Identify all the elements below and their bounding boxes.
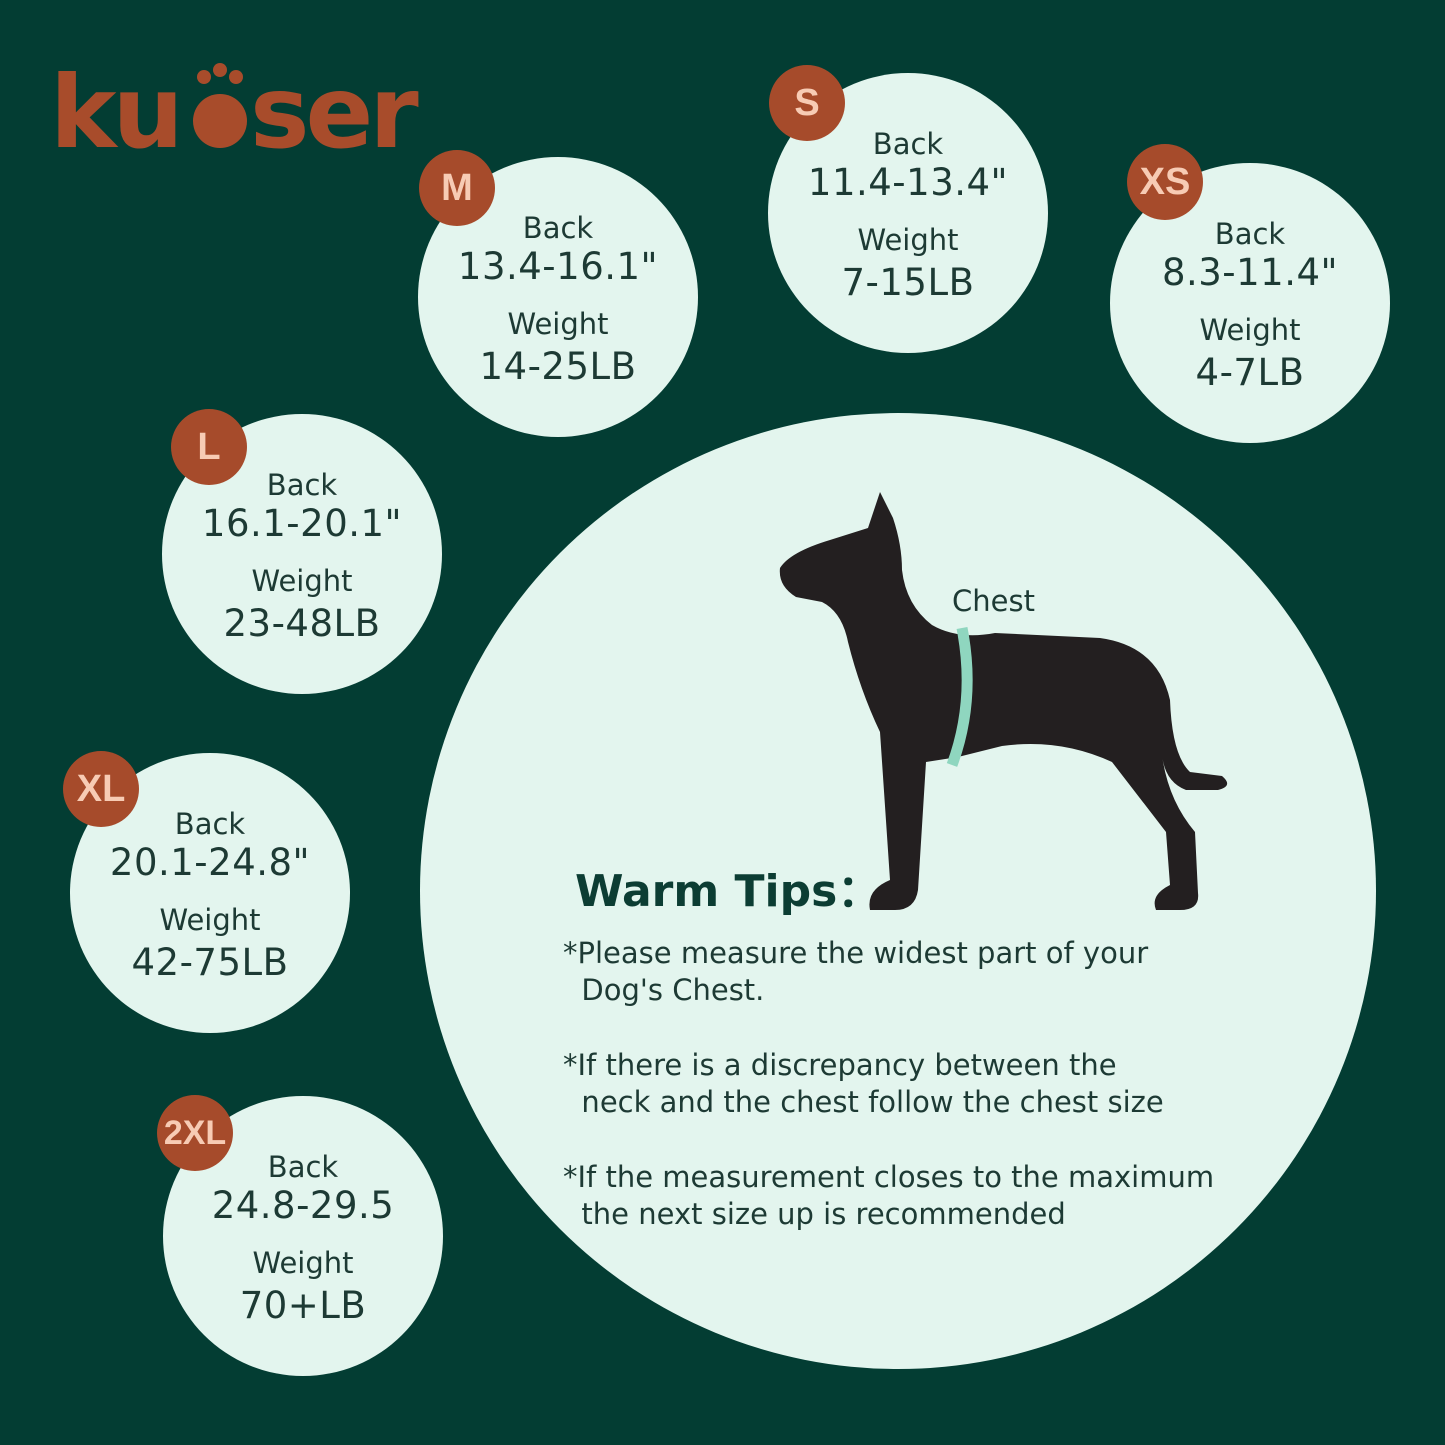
size-card-s: Back 11.4-13.4" Weight 7-15LB xyxy=(768,73,1048,353)
weight-label: Weight xyxy=(251,564,353,598)
weight-value: 4-7LB xyxy=(1195,351,1305,394)
back-label: Back xyxy=(1214,217,1286,251)
tip-item: *If the measurement closes to the maximu… xyxy=(563,1160,1215,1231)
size-badge-xl: XL xyxy=(63,751,139,827)
size-badge-2xl: 2XL xyxy=(157,1095,233,1171)
back-label: Back xyxy=(522,211,594,245)
kuoser-logo: ku ser xyxy=(50,55,423,155)
weight-label: Weight xyxy=(159,903,261,937)
weight-label: Weight xyxy=(1199,313,1301,347)
back-label: Back xyxy=(267,1150,339,1184)
weight-value: 70+LB xyxy=(239,1284,367,1327)
back-label: Back xyxy=(872,127,944,161)
weight-label: Weight xyxy=(857,223,959,257)
weight-value: 14-25LB xyxy=(479,345,637,388)
chest-label: Chest xyxy=(952,584,1035,618)
weight-value: 23-48LB xyxy=(223,602,381,645)
back-value: 24.8-29.5 xyxy=(211,1184,395,1227)
size-card-2xl: Back 24.8-29.5 Weight 70+LB xyxy=(163,1096,443,1376)
size-badge-xs: XS xyxy=(1127,144,1203,220)
measuring-tape-icon xyxy=(946,626,973,767)
size-badge-m: M xyxy=(419,150,495,226)
back-label: Back xyxy=(266,468,338,502)
back-label: Back xyxy=(174,807,246,841)
weight-label: Weight xyxy=(252,1246,354,1280)
weight-value: 7-15LB xyxy=(841,261,975,304)
back-value: 13.4-16.1" xyxy=(457,245,659,288)
tip-item: *Please measure the widest part of your … xyxy=(563,936,1149,1007)
size-badge-l: L xyxy=(171,409,247,485)
svg-text:ser: ser xyxy=(250,55,419,155)
back-value: 11.4-13.4" xyxy=(807,161,1009,204)
warm-tips-title: Warm Tips： xyxy=(575,866,882,917)
tip-item: *If there is a discrepancy between the n… xyxy=(563,1048,1164,1119)
back-value: 8.3-11.4" xyxy=(1161,251,1339,294)
weight-value: 42-75LB xyxy=(131,941,289,984)
weight-label: Weight xyxy=(507,307,609,341)
size-card-l: Back 16.1-20.1" Weight 23-48LB xyxy=(162,414,442,694)
svg-text:ku: ku xyxy=(50,55,180,155)
back-value: 20.1-24.8" xyxy=(109,841,311,884)
back-value: 16.1-20.1" xyxy=(201,502,403,545)
size-badge-s: S xyxy=(769,65,845,141)
